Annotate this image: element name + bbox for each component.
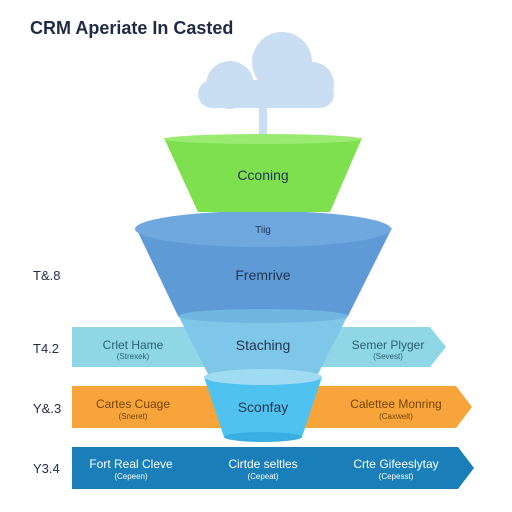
funnel-bottom-section bbox=[204, 369, 322, 442]
band-row-3 bbox=[72, 447, 474, 489]
funnel-low-label: Staching bbox=[236, 337, 290, 353]
row-3-right-title: Crte Gifeeslytay bbox=[353, 457, 438, 471]
row-2-side-label: Y&.3 bbox=[33, 401, 61, 416]
row-2-right-sub: (Caxwelt) bbox=[379, 412, 413, 421]
row-1-right-title: Semer Plyger bbox=[352, 338, 425, 352]
page-title: CRM Aperiate In Casted bbox=[30, 18, 234, 38]
row-2-left-sub: (Sneret) bbox=[119, 412, 148, 421]
row-3-center-title: Cirtde seltles bbox=[228, 457, 297, 471]
funnel-rim-label: Tiig bbox=[255, 225, 271, 236]
row-2-left-title: Cartes Cuage bbox=[96, 397, 170, 411]
funnel-top-section bbox=[164, 134, 362, 212]
row-3-center-sub: (Cepeat) bbox=[247, 472, 278, 481]
funnel-bottom-label: Sconfay bbox=[238, 399, 289, 415]
row-3-side-label: Y3.4 bbox=[33, 461, 60, 476]
row-1-left-sub: (Strexek) bbox=[117, 352, 150, 361]
row-3-left-sub: (Cepeen) bbox=[114, 472, 148, 481]
row-1-left-title: Crlet Hame bbox=[103, 338, 164, 352]
funnel-mid-section bbox=[135, 211, 392, 323]
row-2-right-title: Calettee Monring bbox=[350, 397, 441, 411]
funnel-mid-label: Fremrive bbox=[235, 267, 290, 283]
row-3-left-title: Fort Real Cleve bbox=[89, 457, 173, 471]
row-3-right-sub: (Cepesst) bbox=[379, 472, 414, 481]
row-1-side-label: T4.2 bbox=[33, 341, 59, 356]
funnel-top-label: Cconing bbox=[237, 167, 288, 183]
funnel-low-section bbox=[178, 315, 348, 378]
row-0-side-label: T&.8 bbox=[33, 268, 60, 283]
row-1-right-sub: (Sevest) bbox=[373, 352, 403, 361]
cloud-icon bbox=[198, 32, 334, 138]
